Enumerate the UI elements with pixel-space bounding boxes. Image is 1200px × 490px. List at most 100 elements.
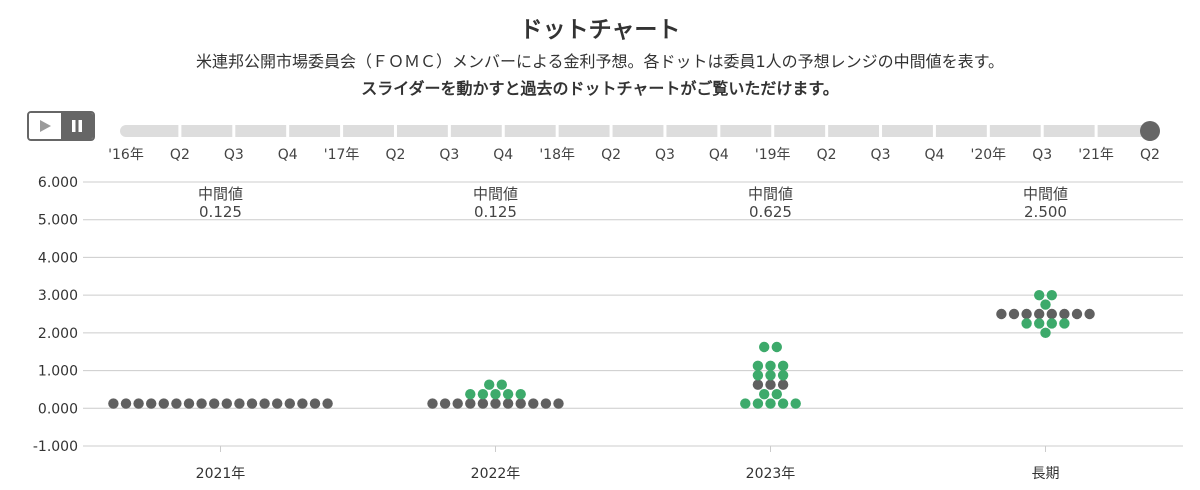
dot-point xyxy=(439,398,451,409)
median-caption: 中間値 xyxy=(1023,185,1068,203)
median-value: 0.125 xyxy=(199,203,242,221)
dot-point xyxy=(765,379,776,390)
dot-point xyxy=(209,398,220,409)
dot-point xyxy=(777,398,789,409)
slider-tick-label[interactable]: Q3 xyxy=(439,147,459,163)
dot-point xyxy=(465,398,476,409)
slider-tick-label[interactable]: '17年 xyxy=(324,147,360,163)
dot-point xyxy=(1046,318,1058,329)
dot-point xyxy=(515,398,526,409)
y-tick-label: 0.000 xyxy=(38,401,78,417)
dot-point xyxy=(477,388,489,400)
dot-point xyxy=(171,398,182,409)
dot-point xyxy=(133,398,144,409)
dot-point xyxy=(158,398,169,409)
dot-point xyxy=(465,388,476,400)
slider-tick-label[interactable]: Q4 xyxy=(709,147,729,163)
slider-tick-label[interactable]: Q3 xyxy=(1032,147,1052,163)
slider-tick-label[interactable]: '16年 xyxy=(108,147,144,163)
slider-tick-label[interactable]: Q2 xyxy=(817,147,837,163)
dot-point xyxy=(183,398,195,409)
dot-point xyxy=(752,398,764,409)
y-tick-label: 4.000 xyxy=(38,250,78,266)
dot-point xyxy=(752,360,764,372)
dot-point xyxy=(146,398,157,409)
dot-point xyxy=(309,398,321,409)
median-caption: 中間値 xyxy=(748,185,793,203)
dot-point xyxy=(790,398,801,409)
y-tick-label: 2.000 xyxy=(38,326,78,342)
slider-tick-label[interactable]: Q2 xyxy=(170,147,190,163)
dot-point xyxy=(752,379,764,390)
dot-point xyxy=(322,398,333,409)
slider-tick-label[interactable]: Q4 xyxy=(924,147,944,163)
dot-point xyxy=(1040,299,1051,310)
play-button[interactable] xyxy=(29,113,61,139)
median-value: 0.625 xyxy=(749,203,792,221)
y-tick-label: 5.000 xyxy=(38,213,78,229)
dot-point xyxy=(297,398,308,409)
dot-point xyxy=(1034,308,1045,320)
dot-point xyxy=(246,398,258,409)
x-tick-label: 2021年 xyxy=(196,466,246,482)
dot-point xyxy=(1071,308,1083,320)
dot-point xyxy=(996,308,1007,320)
y-tick-label: 3.000 xyxy=(38,288,78,304)
dot-point xyxy=(1008,308,1020,320)
dot-point xyxy=(759,388,770,400)
y-tick-label: 1.000 xyxy=(38,364,78,380)
dot-point xyxy=(221,398,232,409)
slider-tick-label[interactable]: Q4 xyxy=(278,147,298,163)
dot-point xyxy=(777,370,789,381)
chart-subtitle: 米連邦公開市場委員会（ＦＯＭＣ）メンバーによる金利予想。各ドットは委員1人の予想… xyxy=(195,52,1005,71)
slider-tick-label[interactable]: '18年 xyxy=(539,147,575,163)
play-icon xyxy=(40,120,51,132)
dot-point xyxy=(765,398,776,409)
dot-point xyxy=(1034,289,1045,301)
dot-point xyxy=(1046,308,1058,320)
median-value: 2.500 xyxy=(1024,203,1067,221)
dot-point xyxy=(1021,308,1032,320)
slider-tick-label[interactable]: Q3 xyxy=(655,147,675,163)
median-caption: 中間値 xyxy=(198,185,243,203)
pause-button[interactable] xyxy=(61,113,93,139)
dot-point xyxy=(1059,308,1070,320)
dot-point xyxy=(553,398,564,409)
slider-tick-label[interactable]: Q4 xyxy=(493,147,513,163)
slider-tick-label[interactable]: Q2 xyxy=(1140,147,1160,163)
slider-tick-label[interactable]: Q3 xyxy=(224,147,244,163)
pause-icon xyxy=(72,120,82,132)
dot-point xyxy=(1021,318,1032,329)
dot-point xyxy=(777,379,789,390)
slider-tick-label[interactable]: '21年 xyxy=(1078,147,1114,163)
dot-point xyxy=(452,398,463,409)
slider-tick-label[interactable]: Q2 xyxy=(386,147,406,163)
median-caption: 中間値 xyxy=(473,185,518,203)
slider-tick-label[interactable]: '19年 xyxy=(755,147,791,163)
dot-point xyxy=(540,398,552,409)
chart-title: ドットチャート xyxy=(519,17,681,43)
x-tick-label: 2023年 xyxy=(746,466,796,482)
slider-handle[interactable] xyxy=(1140,121,1160,141)
dot-point xyxy=(777,360,789,372)
slider-tick-label[interactable]: Q3 xyxy=(871,147,891,163)
dot-point xyxy=(502,388,514,400)
median-value: 0.125 xyxy=(474,203,517,221)
y-tick-label: 6.000 xyxy=(38,175,78,191)
dot-point xyxy=(765,370,776,381)
slider-instruction: スライダーを動かすと過去のドットチャートがご覧いただけます。 xyxy=(361,79,839,98)
dot-point xyxy=(502,398,514,409)
dot-point xyxy=(528,398,539,409)
dot-point xyxy=(234,398,245,409)
x-tick-label: 2022年 xyxy=(471,466,521,482)
slider-tick-label[interactable]: '20年 xyxy=(970,147,1006,163)
dot-point xyxy=(120,398,132,409)
dot-point xyxy=(771,341,782,353)
slider-tick-label[interactable]: Q2 xyxy=(601,147,621,163)
dot-point xyxy=(1046,289,1058,301)
dot-point xyxy=(1084,308,1095,320)
dot-point xyxy=(515,388,526,400)
dot-point xyxy=(740,398,751,409)
playback-controls xyxy=(27,111,95,141)
